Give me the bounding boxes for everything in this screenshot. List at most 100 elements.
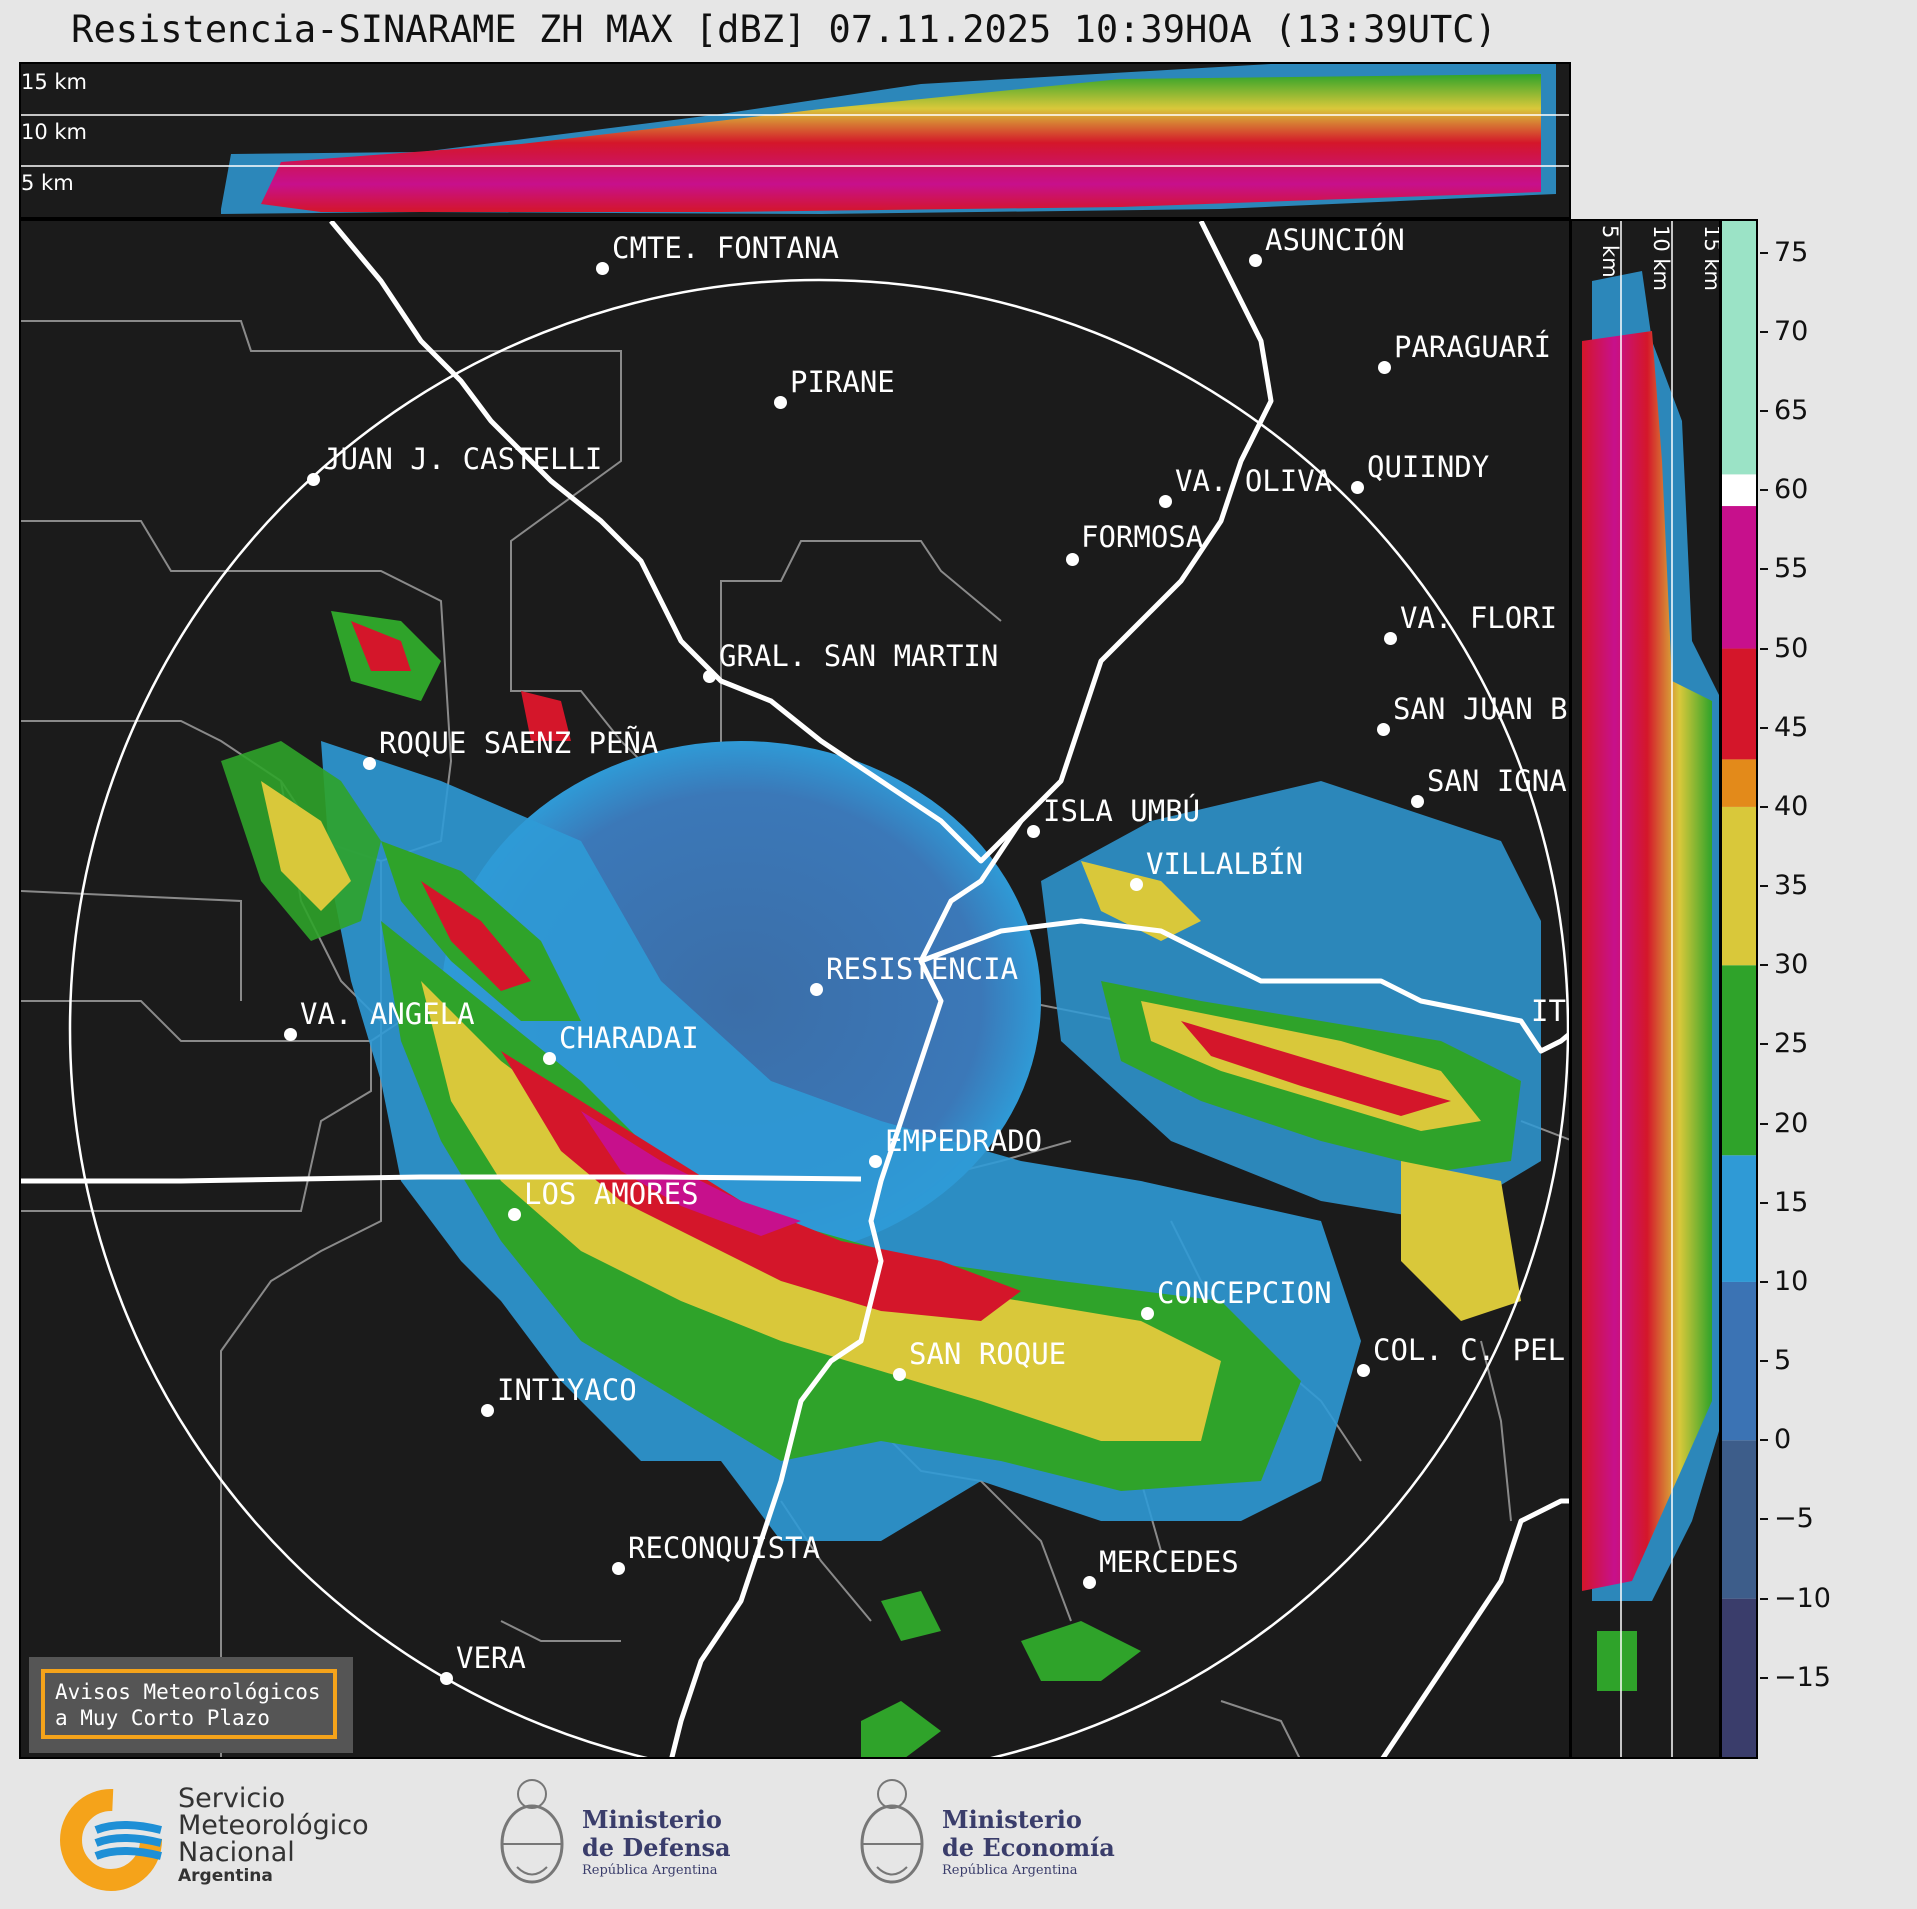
alerts-link[interactable]: Avisos Meteorológicos a Muy Corto Plazo xyxy=(41,1669,337,1739)
rivers xyxy=(21,221,1569,1757)
city-label-quiindy: QUIINDY xyxy=(1367,450,1490,484)
city-dot xyxy=(1066,553,1079,566)
city-dot xyxy=(1378,361,1391,374)
city-dot xyxy=(1377,723,1390,736)
economia-logo: Ministerio de Economía República Argenti… xyxy=(852,1772,1115,1902)
colorbar-tick-label: 75 xyxy=(1774,236,1809,268)
colorbar-band xyxy=(1722,1155,1756,1282)
smn-logo-line3: Nacional xyxy=(178,1837,295,1868)
top-cross-section-svg xyxy=(21,64,1569,214)
side-altitude-label-5: 5 km xyxy=(1598,225,1622,278)
smn-logo-line4: Argentina xyxy=(178,1866,273,1886)
coat-of-arms-icon xyxy=(860,1779,924,1884)
side-cross-section-svg xyxy=(1582,221,1719,1757)
city-label-san-igna: SAN IGNA xyxy=(1427,764,1567,798)
city-dot xyxy=(1130,878,1143,891)
chart-title: Resistencia-SINARAME ZH MAX [dBZ] 07.11.… xyxy=(71,8,1497,51)
defensa-logo-line1: Ministerio xyxy=(582,1805,722,1834)
top-altitude-label-5: 5 km xyxy=(21,171,74,195)
defensa-logo-line3: República Argentina xyxy=(582,1863,718,1878)
colorbar-band xyxy=(1722,221,1756,475)
colorbar-tick xyxy=(1760,1597,1768,1600)
side-cross-section-panel: 5 km 10 km 15 km xyxy=(1570,219,1721,1759)
colorbar-band xyxy=(1722,806,1756,966)
colorbar-tick-label: 45 xyxy=(1774,711,1809,743)
top-altitude-label-10: 10 km xyxy=(21,120,88,144)
colorbar-tick-label: 70 xyxy=(1774,315,1809,347)
city-dot xyxy=(1159,495,1172,508)
city-label-col-c-pel: COL. C. PEL xyxy=(1373,1333,1566,1367)
colorbar-tick xyxy=(1760,805,1768,808)
city-dot xyxy=(1411,795,1424,808)
city-dot xyxy=(774,396,787,409)
city-label-mercedes: MERCEDES xyxy=(1099,1545,1239,1579)
colorbar-band xyxy=(1722,474,1756,507)
colorbar-svg xyxy=(1722,221,1756,1757)
colorbar-tick-label: 25 xyxy=(1774,1028,1809,1060)
city-label-villalbin: VILLALBÍN xyxy=(1146,847,1304,881)
city-dot xyxy=(508,1208,521,1221)
city-label-asuncion: ASUNCIÓN xyxy=(1265,223,1405,257)
economia-logo-line1: Ministerio xyxy=(942,1805,1082,1834)
city-label-juan-j-castelli: JUAN J. CASTELLI xyxy=(323,442,603,476)
city-label-isla-umbu: ISLA UMBÚ xyxy=(1043,794,1201,828)
colorbar-tick xyxy=(1760,726,1768,729)
colorbar-tick xyxy=(1760,1201,1768,1204)
colorbar-tick-label: 65 xyxy=(1774,395,1809,427)
smn-logo: Servicio Meteorológico Nacional Argentin… xyxy=(56,1785,386,1895)
colorbar-tick-label: 15 xyxy=(1774,1186,1809,1218)
colorbar-tick-label: 50 xyxy=(1774,632,1809,664)
city-label-it: IT xyxy=(1531,994,1566,1028)
city-label-resistencia: RESISTENCIA xyxy=(826,952,1019,986)
city-dot xyxy=(440,1672,453,1685)
colorbar-tick xyxy=(1760,1360,1768,1363)
top-cross-section-panel: 15 km 10 km 5 km xyxy=(19,62,1571,219)
colorbar-tick xyxy=(1760,647,1768,650)
city-label-vera: VERA xyxy=(456,1641,526,1675)
alerts-link-box[interactable]: Avisos Meteorológicos a Muy Corto Plazo xyxy=(29,1657,353,1753)
top-altitude-label-15: 15 km xyxy=(21,70,88,94)
colorbar-band xyxy=(1722,648,1756,760)
colorbar-tick-label: 30 xyxy=(1774,949,1809,981)
radar-map[interactable]: CMTE. FONTANA ASUNCIÓN PARAGUARÍ PIRANE … xyxy=(19,219,1571,1759)
city-dot xyxy=(1351,481,1364,494)
city-dot xyxy=(1249,254,1262,267)
city-dot xyxy=(596,262,609,275)
city-label-cmte-fontana: CMTE. FONTANA xyxy=(612,231,839,265)
colorbar-tick-label: −5 xyxy=(1774,1503,1814,1535)
colorbar-band xyxy=(1722,506,1756,649)
colorbar-tick xyxy=(1760,1043,1768,1046)
city-label-empedrado: EMPEDRADO xyxy=(885,1124,1043,1158)
city-label-formosa: FORMOSA xyxy=(1081,520,1204,554)
colorbar-band xyxy=(1722,759,1756,807)
city-dot xyxy=(1357,1364,1370,1377)
defensa-logo-line2: de Defensa xyxy=(582,1833,731,1862)
city-label-concepcion: CONCEPCION xyxy=(1157,1276,1332,1310)
smn-logo-line1: Servicio xyxy=(178,1783,286,1814)
economia-logo-line3: República Argentina xyxy=(942,1863,1078,1878)
city-dot xyxy=(810,983,823,996)
smn-logo-line2: Meteorológico xyxy=(178,1810,369,1841)
side-altitude-label-10: 10 km xyxy=(1649,225,1673,292)
city-label-san-juan-b: SAN JUAN B xyxy=(1393,692,1568,726)
colorbar-tick xyxy=(1760,251,1768,254)
colorbar-tick-label: 55 xyxy=(1774,553,1809,585)
city-dot xyxy=(869,1155,882,1168)
side-altitude-label-15: 15 km xyxy=(1700,225,1721,292)
colorbar-band xyxy=(1722,965,1756,1156)
city-dot xyxy=(307,473,320,486)
colorbar-tick xyxy=(1760,1439,1768,1442)
city-dot xyxy=(1027,825,1040,838)
coat-of-arms-icon xyxy=(500,1779,564,1884)
alerts-link-line1: Avisos Meteorológicos xyxy=(55,1680,321,1704)
economia-logo-line2: de Economía xyxy=(942,1833,1115,1862)
city-label-paraguari: PARAGUARÍ xyxy=(1394,330,1552,364)
colorbar-tick-label: 5 xyxy=(1774,1345,1792,1377)
colorbar-tick-label: 40 xyxy=(1774,790,1809,822)
city-label-va-flori: VA. FLORI xyxy=(1400,601,1558,635)
city-label-gral-san-martin: GRAL. SAN MARTIN xyxy=(719,639,999,673)
colorbar-tick xyxy=(1760,1122,1768,1125)
colorbar-band xyxy=(1722,1440,1756,1599)
city-dot xyxy=(363,757,376,770)
city-label-va-angela: VA. ANGELA xyxy=(300,997,475,1031)
